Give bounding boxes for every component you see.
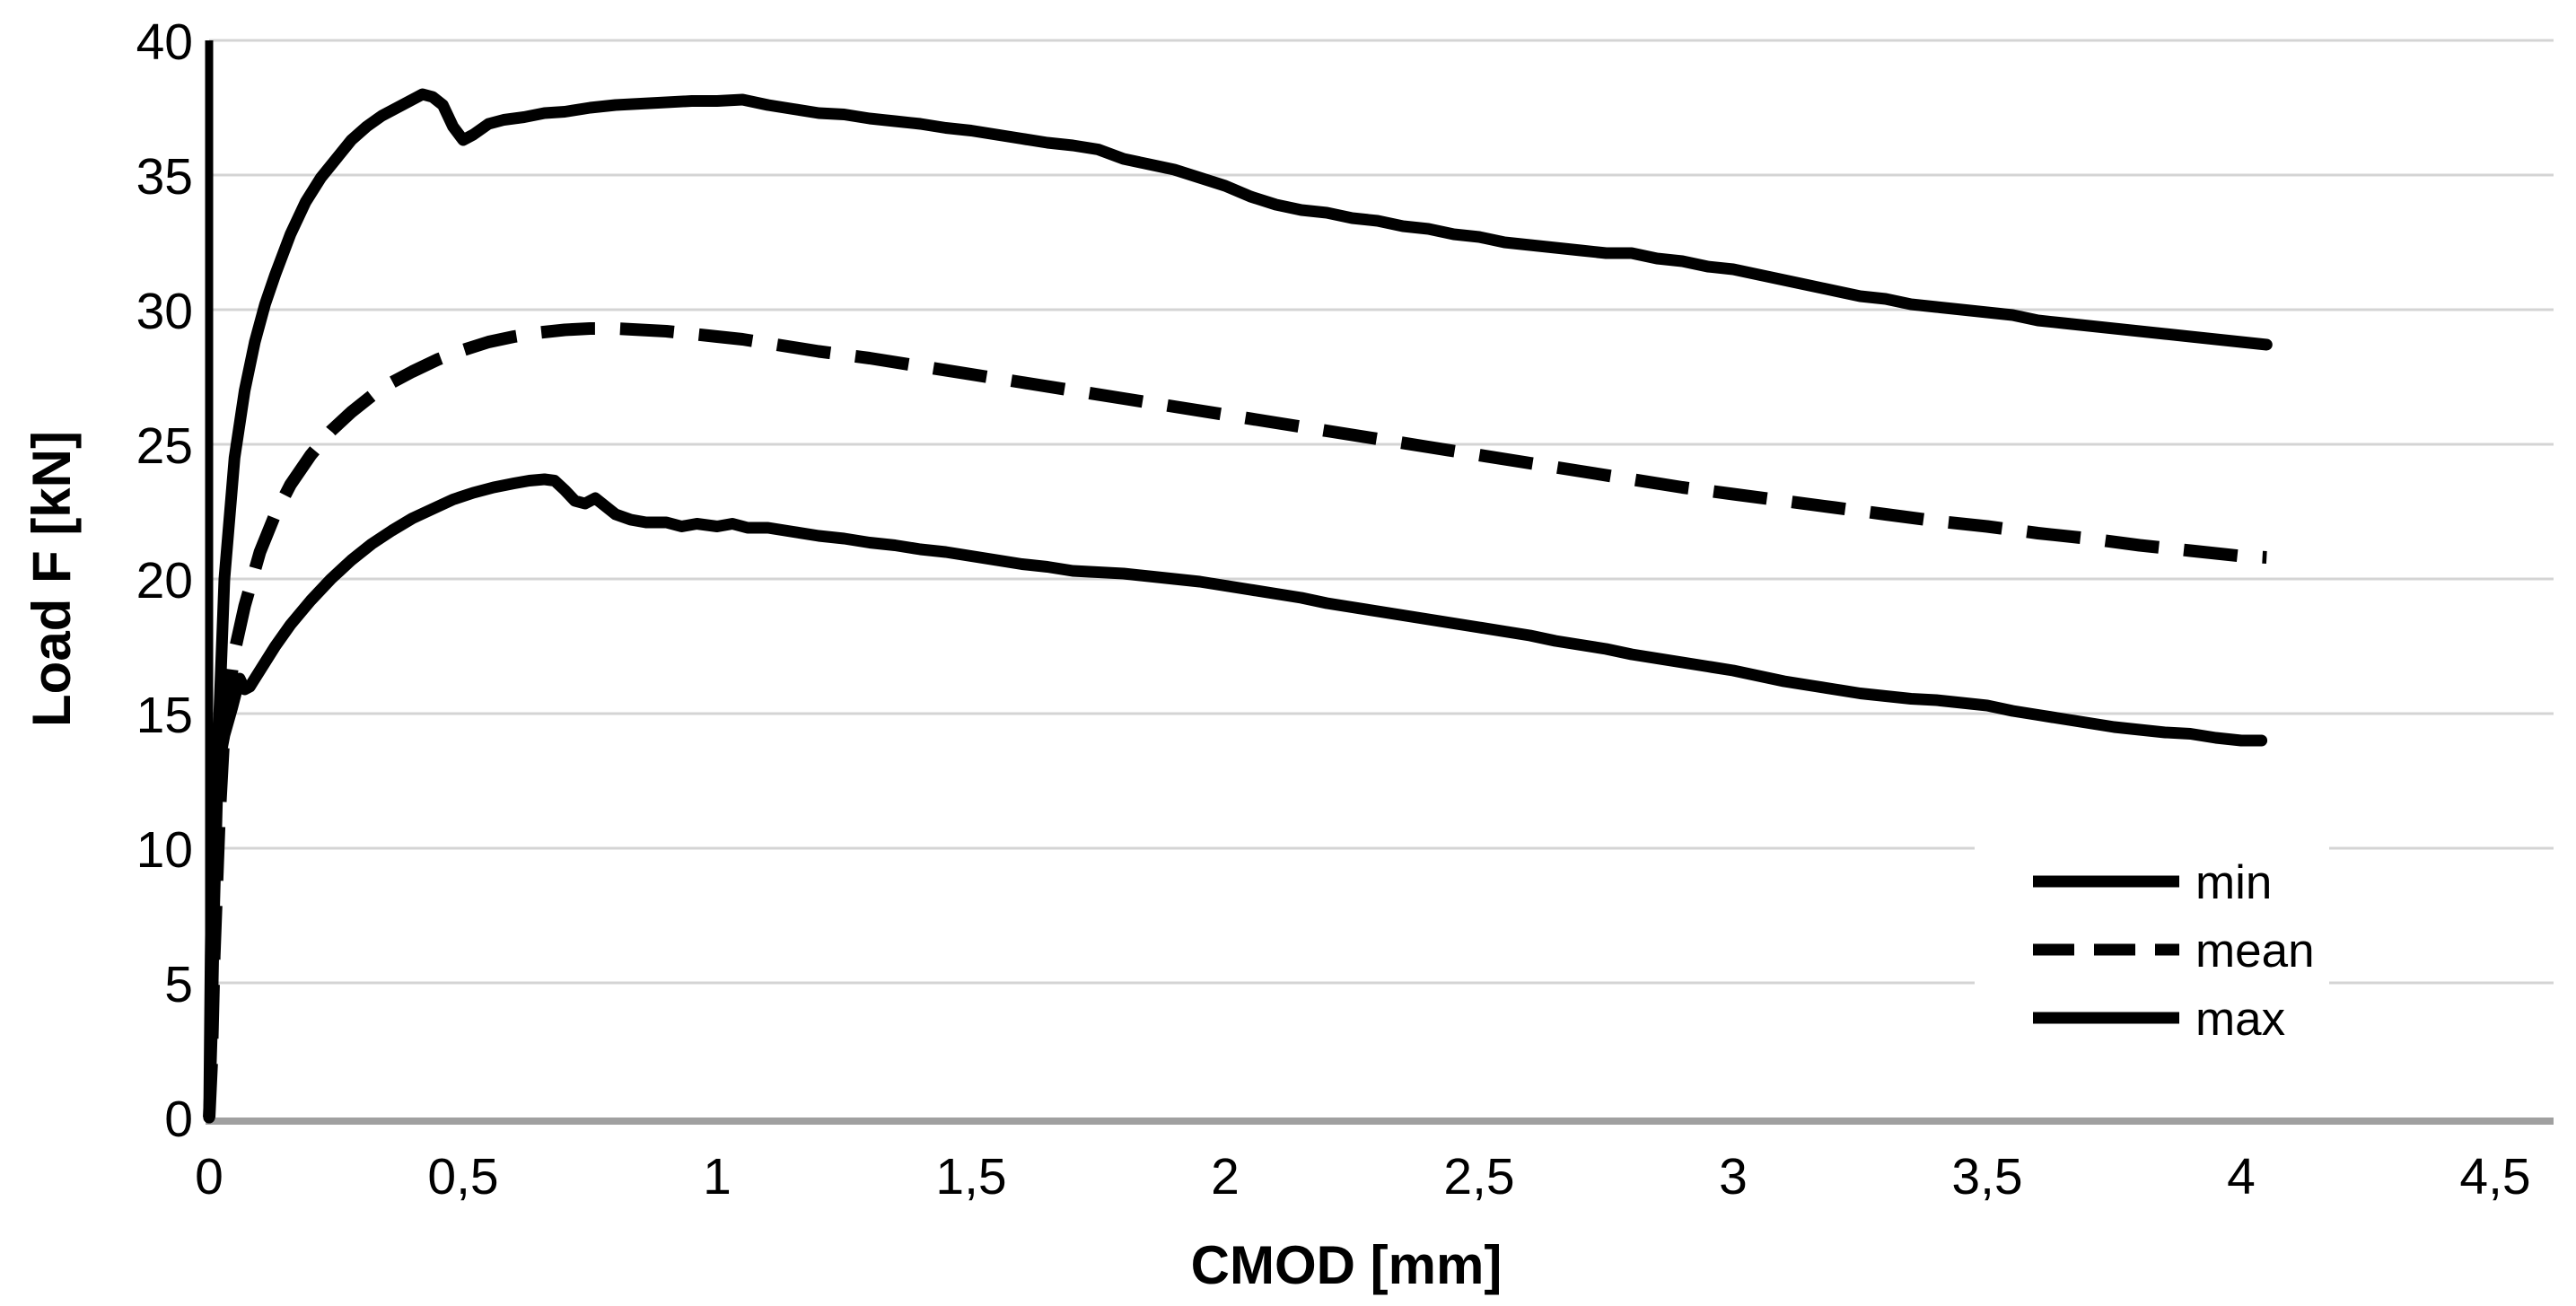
y-tick-label-5: 5 [164,956,193,1013]
legend: min mean max [1975,837,2329,1064]
x-tick-label-1_5: 1,5 [935,1148,1006,1205]
x-tick-label-4: 4 [2227,1148,2256,1205]
x-tick-label-0_5: 0,5 [427,1148,498,1205]
curve-max [203,88,2273,1124]
x-tick-label-4_5: 4,5 [2459,1148,2530,1205]
curve-mean [203,322,2267,1118]
y-tick-label-30: 30 [136,283,193,340]
x-axis-tick-labels: 0 0,5 1 1,5 2 2,5 3 3,5 4 4,5 [195,1148,2530,1205]
x-tick-label-0: 0 [195,1148,223,1205]
legend-label-mean: mean [2195,925,2315,977]
x-tick-label-2_5: 2,5 [1443,1148,1514,1205]
y-tick-label-25: 25 [136,417,193,475]
y-tick-label-35: 35 [136,148,193,206]
x-tick-label-3: 3 [1719,1148,1748,1205]
y-tick-label-40: 40 [136,13,193,71]
legend-label-min: min [2195,856,2272,909]
curve-min [203,473,2268,1124]
y-axis-title: Load F [kN] [22,431,82,727]
x-axis-title: CMOD [mm] [1191,1235,1503,1295]
x-tick-label-1: 1 [703,1148,732,1205]
legend-label-max: max [2195,993,2285,1046]
y-tick-label-10: 10 [136,821,193,879]
y-tick-label-15: 15 [136,687,193,744]
data-curves [203,88,2273,1124]
x-tick-label-2: 2 [1211,1148,1240,1205]
y-tick-label-0: 0 [164,1091,193,1148]
horizontal-gridlines [209,39,2554,985]
x-tick-label-3_5: 3,5 [1951,1148,2022,1205]
y-tick-label-20: 20 [136,552,193,609]
y-axis-tick-labels: 0 5 10 15 20 25 30 35 40 [136,13,193,1148]
